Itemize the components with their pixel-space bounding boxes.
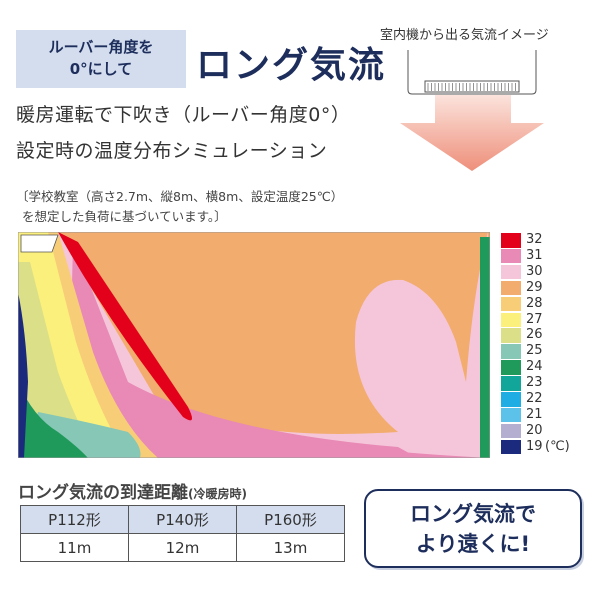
note-line1: 〔学校教室（高さ2.7m、縦8m、横8m、設定温度25℃） (16, 189, 344, 204)
legend-swatch-23 (501, 376, 521, 391)
legend-label-19: 19 (526, 438, 543, 454)
legend-swatch-25 (501, 344, 521, 359)
louver-angle-tag: ルーバー角度を 0°にして (16, 30, 186, 88)
legend-label-29: 29 (526, 279, 543, 295)
legend-swatch-26 (501, 328, 521, 343)
value-p160: 13m (236, 533, 345, 562)
header-p140: P140形 (128, 505, 237, 534)
page-title: ロング気流 (196, 45, 387, 86)
legend-label-24: 24 (526, 359, 543, 375)
temperature-distribution-heatmap (18, 232, 490, 458)
value-p140: 12m (128, 533, 237, 562)
legend-swatch-22 (501, 392, 521, 407)
distance-heading-text: ロング気流の到達距離 (18, 483, 188, 503)
legend-label-32: 32 (526, 232, 543, 247)
subtitle-line2: 設定時の温度分布シミュレーション (16, 140, 328, 162)
legend-label-30: 30 (526, 263, 543, 279)
tag-line1: ルーバー角度を (48, 38, 154, 56)
legend-swatch-19 (501, 439, 521, 455)
legend-swatch-29 (501, 280, 521, 296)
tag-line2: 0°にして (69, 60, 133, 78)
legend-label-20: 20 (526, 422, 543, 438)
legend-swatch-30 (501, 264, 521, 280)
callout-line1: ロング気流で (410, 502, 536, 526)
legend-label-21: 21 (526, 406, 543, 422)
louver-grille (424, 80, 520, 93)
legend-swatch-27 (501, 312, 521, 327)
legend-label-31: 31 (526, 247, 543, 263)
legend-label-28: 28 (526, 295, 543, 311)
legend-swatch-24 (501, 360, 521, 375)
legend-unit: (℃) (545, 438, 570, 454)
indoor-unit-marker (20, 234, 59, 253)
legend-label-23: 23 (526, 375, 543, 391)
legend-label-27: 27 (526, 311, 543, 327)
value-p112: 11m (20, 533, 129, 562)
legend-label-25: 25 (526, 343, 543, 359)
legend-label-26: 26 (526, 327, 543, 343)
header-p112: P112形 (20, 505, 129, 534)
subtitle-line1: 暖房運転で下吹き（ルーバー角度0°） (16, 104, 351, 126)
note-line2: を想定した負荷に基づいています。〕 (22, 209, 227, 224)
legend-swatch-21 (501, 407, 521, 423)
legend-label-22: 22 (526, 391, 543, 406)
airflow-arrow-icon (400, 95, 544, 171)
header-p160: P160形 (236, 505, 345, 534)
legend-swatch-31 (501, 248, 521, 264)
airflow-image-label: 室内機から出る気流イメージ (380, 28, 549, 43)
distance-heading-note: (冷暖房時) (188, 487, 247, 501)
long-airflow-callout: ロング気流で より遠くに! (364, 489, 582, 568)
indoor-unit-outline (407, 50, 537, 95)
legend-swatch-32 (501, 233, 521, 248)
callout-line2: より遠くに! (415, 532, 531, 556)
distance-heading: ロング気流の到達距離(冷暖房時) (18, 478, 247, 503)
distance-table: P112形 P140形 P160形 11m 12m 13m (20, 505, 345, 562)
indoor-unit-airflow-illustration (400, 50, 544, 171)
legend-swatch-28 (501, 296, 521, 312)
legend-swatch-20 (501, 423, 521, 439)
